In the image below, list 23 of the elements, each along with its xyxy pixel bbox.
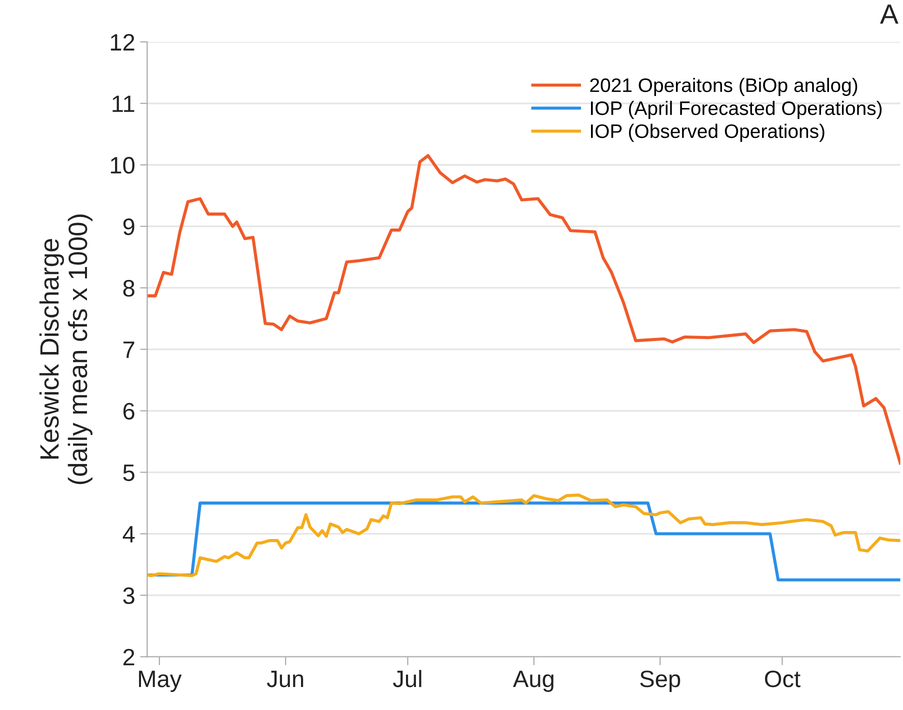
x-tick-label: May (139, 670, 182, 692)
y-tick-label: 4 (122, 526, 135, 542)
x-tick-label: Jun (266, 670, 304, 688)
y-tick-label: 8 (123, 280, 134, 297)
legend-label: IOP (Observed Operations) (591, 124, 824, 142)
y-tick-label: 2 (123, 648, 134, 666)
legend-label: 2021 Operaitons (BiOp analog) (590, 78, 858, 96)
y-tick-label: 6 (123, 402, 134, 420)
y-tick-label: 11 (112, 96, 134, 112)
line-series (147, 154, 900, 465)
x-tick-label: Sep (640, 670, 680, 692)
x-tick-label: Aug (512, 670, 554, 692)
y-tick-label: 12 (110, 34, 134, 50)
y-tick-label: 5 (123, 464, 134, 482)
x-tick-label: Oct (764, 670, 800, 688)
y-tick-label: 7 (123, 342, 134, 358)
y-tick-label: 3 (123, 587, 134, 604)
x-tick-label: Jul (393, 670, 422, 688)
y-tick-label: 10 (110, 156, 134, 174)
y-tick-label: 9 (123, 218, 134, 236)
y-axis-title: Keswick Discharge (daily mean cfs x 1000) (39, 214, 92, 484)
legend-label: IOP (April Forecasted Operations) (591, 100, 882, 119)
text: A (880, 4, 898, 24)
